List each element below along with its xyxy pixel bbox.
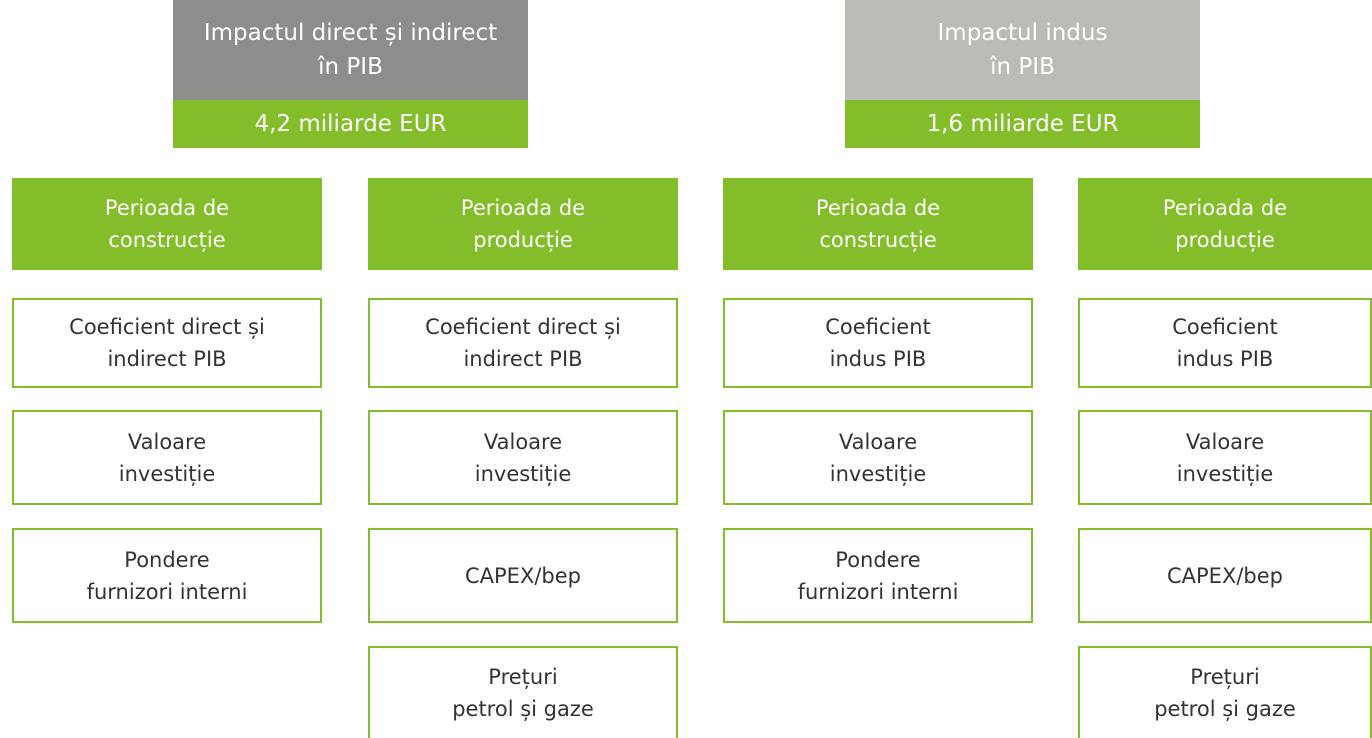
text-line: petrol și gaze xyxy=(452,697,594,721)
column-header: Perioada de producție xyxy=(368,178,678,270)
text-line: în PIB xyxy=(318,54,383,80)
text-line: 4,2 miliarde EUR xyxy=(254,111,447,137)
factor-box: Pondere furnizori interni xyxy=(12,528,322,623)
text-line: Coeficient direct și xyxy=(425,315,621,339)
text-line: Valoare xyxy=(483,429,563,454)
factor-box: Coeficient indus PIB xyxy=(723,298,1033,388)
text-line: Valoare xyxy=(127,429,207,454)
text-line: investiție xyxy=(1176,461,1274,486)
text-line: Perioada de xyxy=(1162,196,1288,220)
text-line: petrol și gaze xyxy=(1154,697,1296,721)
text-line: Perioada de xyxy=(815,196,941,220)
text-line: Pondere xyxy=(124,547,210,572)
text-line: Coeficient direct și xyxy=(69,315,265,339)
text-line: Perioada de xyxy=(104,196,230,220)
text-line: furnizori interni xyxy=(797,579,959,604)
factor-box: Prețuri petrol și gaze xyxy=(1078,646,1372,738)
text-line: indus PIB xyxy=(829,347,927,371)
text-line: indus PIB xyxy=(1176,347,1274,371)
group-title: Impactul direct și indirect în PIB xyxy=(173,0,528,100)
text-line: Valoare xyxy=(838,429,918,454)
text-line: CAPEX/bep xyxy=(464,563,581,588)
group-title: Impactul indus în PIB xyxy=(845,0,1200,100)
text-line: Perioada de xyxy=(460,196,586,220)
text-line: investiție xyxy=(474,461,572,486)
factor-box: Coeficient direct și indirect PIB xyxy=(12,298,322,388)
factor-box: Valoare investiție xyxy=(1078,410,1372,505)
text-line: investiție xyxy=(829,461,927,486)
text-line: indirect PIB xyxy=(463,347,583,371)
text-line: Valoare xyxy=(1185,429,1265,454)
text-line: Pondere xyxy=(835,547,921,572)
text-line: construcție xyxy=(108,228,226,252)
factor-box: Pondere furnizori interni xyxy=(723,528,1033,623)
column-header: Perioada de construcție xyxy=(12,178,322,270)
factor-box: CAPEX/bep xyxy=(368,528,678,623)
factor-box: Valoare investiție xyxy=(723,410,1033,505)
text-line: Impactul indus xyxy=(937,20,1108,46)
text-line: Impactul direct și indirect xyxy=(203,20,498,46)
group-value: 1,6 miliarde EUR xyxy=(845,100,1200,148)
text-line: investiție xyxy=(118,461,216,486)
column-header: Perioada de construcție xyxy=(723,178,1033,270)
factor-box: Coeficient direct și indirect PIB xyxy=(368,298,678,388)
text-line: construcție xyxy=(819,228,937,252)
text-line: producție xyxy=(473,228,573,252)
text-line: Prețuri xyxy=(488,665,558,689)
factor-box: CAPEX/bep xyxy=(1078,528,1372,623)
text-line: producție xyxy=(1175,228,1275,252)
text-line: în PIB xyxy=(990,54,1055,80)
text-line: indirect PIB xyxy=(107,347,227,371)
factor-box: Coeficient indus PIB xyxy=(1078,298,1372,388)
text-line: 1,6 miliarde EUR xyxy=(926,111,1119,137)
text-line: furnizori interni xyxy=(86,579,248,604)
text-line: CAPEX/bep xyxy=(1166,563,1283,588)
factor-box: Valoare investiție xyxy=(368,410,678,505)
column-header: Perioada de producție xyxy=(1078,178,1372,270)
group-value: 4,2 miliarde EUR xyxy=(173,100,528,148)
text-line: Coeficient xyxy=(1172,315,1278,339)
text-line: Prețuri xyxy=(1190,665,1260,689)
factor-box: Prețuri petrol și gaze xyxy=(368,646,678,738)
factor-box: Valoare investiție xyxy=(12,410,322,505)
text-line: Coeficient xyxy=(825,315,931,339)
